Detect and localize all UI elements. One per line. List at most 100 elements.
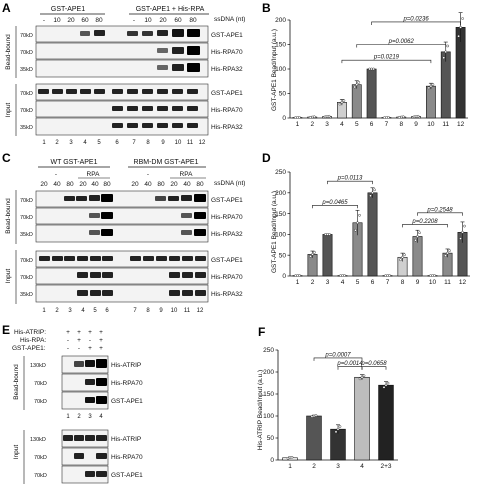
bar bbox=[354, 376, 370, 461]
p-value-label: p=0.0014 bbox=[336, 361, 363, 367]
panel-c-label: C bbox=[2, 151, 11, 165]
x-tick-label: 3 bbox=[336, 463, 340, 470]
mw-marker: 70kD bbox=[20, 215, 33, 221]
ssdna-tick: 40 bbox=[144, 181, 152, 188]
data-point bbox=[356, 221, 359, 225]
ssdna-tick: - bbox=[133, 17, 135, 24]
x-tick-label: 5 bbox=[355, 121, 359, 128]
panel-e-lanes: 1 2 3 4 bbox=[66, 414, 103, 420]
mw-marker: 130kD bbox=[30, 363, 46, 369]
panel-c-ssdna: 20 40 80 20 40 80 20 40 80 20 40 80 bbox=[40, 181, 204, 188]
lane-number: 3 bbox=[88, 414, 92, 420]
data-point bbox=[444, 254, 447, 257]
panel-c: C WT GST-APE1 RBM-DM GST-APE1 - RPA - RP… bbox=[2, 151, 245, 314]
y-tick-label: 200 bbox=[275, 17, 286, 24]
x-tick-label: 7 bbox=[386, 279, 390, 286]
panel-c-dash-right: - bbox=[147, 171, 149, 178]
significance-bracket bbox=[356, 44, 447, 48]
data-point bbox=[416, 114, 420, 118]
y-tick-label: 100 bbox=[275, 66, 286, 73]
mw-marker: 130kD bbox=[30, 437, 46, 443]
cond-value: + bbox=[88, 329, 92, 336]
panel-a-ssdna-right: - 10 20 60 80 bbox=[133, 17, 197, 24]
ssdna-tick: 20 bbox=[67, 17, 75, 24]
panel-f-label: F bbox=[258, 325, 265, 339]
data-point bbox=[403, 253, 406, 257]
ssdna-tick: 80 bbox=[196, 181, 204, 188]
panel-e: E His-ATRIP: His-RPA: GST-APE1: + + + + … bbox=[2, 323, 143, 484]
panel-c-header-right: RBM-DM GST-APE1 bbox=[134, 159, 199, 166]
ssdna-tick: 20 bbox=[159, 17, 167, 24]
panel-b: B GST-APE1 Bead/Input (a.u.) 0 50 100 150 20… bbox=[262, 1, 468, 128]
row-label: His-RPA32 bbox=[211, 66, 243, 73]
data-point bbox=[446, 251, 449, 255]
lane-number: 6 bbox=[115, 140, 119, 146]
ssdna-tick: 80 bbox=[66, 181, 74, 188]
lane-number: 10 bbox=[175, 140, 182, 146]
row-label: His-RPA70 bbox=[111, 454, 143, 461]
panel-a-ssdna-left: - 10 20 60 80 bbox=[43, 17, 103, 24]
panel-e-side-bottom: Input bbox=[13, 445, 20, 460]
mw-marker: 70kD bbox=[20, 33, 33, 39]
panel-c-rpa-right: RPA bbox=[180, 171, 194, 178]
data-point bbox=[338, 102, 342, 106]
panel-c-rpa-left: RPA bbox=[87, 171, 101, 178]
bar bbox=[366, 68, 377, 119]
ssdna-tick: 80 bbox=[95, 17, 103, 24]
lane-number: 1 bbox=[42, 140, 46, 146]
mw-marker: 70kD bbox=[20, 91, 33, 97]
data-point bbox=[386, 381, 390, 385]
y-tick-label: 200 bbox=[275, 190, 286, 197]
significance-bracket bbox=[312, 204, 358, 209]
y-tick-label: 150 bbox=[275, 211, 286, 218]
panel-a-blot-bottom bbox=[35, 83, 209, 136]
row-label: His-RPA70 bbox=[211, 214, 243, 221]
cond-value: + bbox=[99, 337, 103, 344]
ssdna-tick: 40 bbox=[183, 181, 191, 188]
mw-marker: 70kD bbox=[20, 275, 33, 281]
x-tick-label: 7 bbox=[385, 121, 389, 128]
data-point bbox=[358, 377, 362, 381]
panel-e-side-top: Bead-bound bbox=[13, 364, 20, 400]
cond-value: + bbox=[77, 329, 81, 336]
x-tick-label: 3 bbox=[325, 121, 329, 128]
ssdna-tick: 60 bbox=[81, 17, 89, 24]
row-label: GST-APE1 bbox=[211, 257, 243, 264]
panel-a-header-right: GST-APE1 + His-RPA bbox=[136, 6, 205, 13]
x-tick-label: 6 bbox=[371, 279, 375, 286]
data-point bbox=[371, 191, 374, 195]
lane-number: 9 bbox=[159, 308, 163, 314]
x-tick-label: 2 bbox=[310, 121, 314, 128]
cond-value: - bbox=[78, 345, 80, 352]
x-tick-label: 8 bbox=[401, 279, 405, 286]
mw-marker: 70kD bbox=[20, 258, 33, 264]
mw-marker: 70kD bbox=[34, 473, 47, 479]
ssdna-tick: 20 bbox=[79, 181, 87, 188]
data-point bbox=[369, 194, 372, 198]
lane-number: 4 bbox=[83, 140, 87, 146]
data-point bbox=[353, 85, 357, 89]
mw-marker: 70kD bbox=[20, 108, 33, 114]
panel-a-label: A bbox=[2, 1, 11, 15]
ssdna-tick: 20 bbox=[40, 181, 48, 188]
cond-value: + bbox=[99, 329, 103, 336]
row-label: His-RPA70 bbox=[211, 49, 243, 56]
data-point bbox=[401, 115, 405, 119]
panel-f: F His-ATRIP Bead/Input (a.u.) 0 50 100 150 2… bbox=[257, 325, 398, 470]
significance-bracket bbox=[402, 224, 448, 228]
p-value-label: p=0.0113 bbox=[337, 176, 363, 182]
significance-bracket bbox=[361, 366, 387, 370]
x-tick-label: 10 bbox=[427, 121, 435, 128]
significance-bracket bbox=[371, 21, 461, 25]
x-tick-label: 4 bbox=[360, 463, 364, 470]
lane-number: 5 bbox=[93, 308, 97, 314]
x-tick-label: 12 bbox=[459, 279, 467, 286]
cond-name: His-RPA: bbox=[20, 337, 46, 344]
data-point bbox=[459, 237, 462, 240]
y-tick-label: 50 bbox=[279, 91, 287, 98]
data-point bbox=[314, 414, 318, 417]
significance-bracket bbox=[417, 212, 463, 216]
panel-c-header-left: WT GST-APE1 bbox=[51, 159, 98, 166]
